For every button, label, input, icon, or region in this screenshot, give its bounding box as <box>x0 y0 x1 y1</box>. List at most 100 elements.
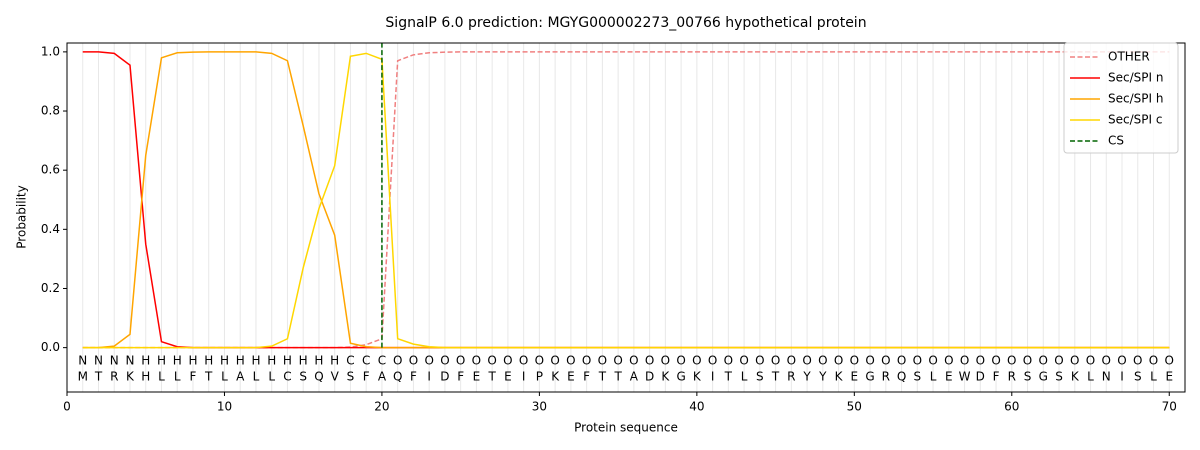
region-label: O <box>771 354 780 368</box>
residue-label: S <box>299 370 307 384</box>
region-label: O <box>1102 354 1111 368</box>
x-tick-label: 0 <box>63 400 71 414</box>
region-label: O <box>881 354 890 368</box>
region-label: H <box>267 354 276 368</box>
region-label: N <box>94 354 103 368</box>
series-line <box>82 52 1170 349</box>
region-label: H <box>220 354 229 368</box>
residue-label: T <box>771 370 780 384</box>
region-label: O <box>834 354 843 368</box>
residue-label: G <box>676 370 685 384</box>
residue-label: E <box>504 370 512 384</box>
y-axis-label: Probability <box>15 185 29 248</box>
residue-label: L <box>741 370 748 384</box>
residue-label: L <box>930 370 937 384</box>
residue-label: Q <box>393 370 402 384</box>
residue-label: C <box>283 370 291 384</box>
region-label: O <box>424 354 433 368</box>
region-label: H <box>314 354 323 368</box>
region-label: O <box>676 354 685 368</box>
y-tick-label: 0.0 <box>41 340 60 354</box>
region-label: O <box>913 354 922 368</box>
residue-label: I <box>1120 370 1124 384</box>
residue-label: L <box>158 370 165 384</box>
region-label: N <box>110 354 119 368</box>
region-label: C <box>378 354 386 368</box>
region-label: O <box>1070 354 1079 368</box>
x-tick-label: 30 <box>532 400 547 414</box>
residue-label: A <box>378 370 387 384</box>
y-tick-label: 0.4 <box>41 222 60 236</box>
residue-label: Q <box>897 370 906 384</box>
residue-label: E <box>945 370 953 384</box>
residue-label: A <box>630 370 639 384</box>
residue-label: I <box>427 370 431 384</box>
residue-label: S <box>347 370 355 384</box>
y-tick-label: 0.2 <box>41 281 60 295</box>
residue-label: L <box>1087 370 1094 384</box>
residue-label: D <box>976 370 985 384</box>
residue-label: T <box>204 370 213 384</box>
residue-label: G <box>865 370 874 384</box>
legend-label: Sec/SPI h <box>1108 92 1163 106</box>
region-label: H <box>173 354 182 368</box>
x-tick-label: 10 <box>217 400 232 414</box>
region-label: O <box>944 354 953 368</box>
region-label: H <box>299 354 308 368</box>
x-axis-label: Protein sequence <box>574 421 678 435</box>
region-label: O <box>456 354 465 368</box>
residue-label: M <box>78 370 88 384</box>
residue-label: L <box>253 370 260 384</box>
region-label: O <box>661 354 670 368</box>
region-label: H <box>283 354 292 368</box>
region-label: O <box>535 354 544 368</box>
x-tick-label: 20 <box>374 400 389 414</box>
series-line <box>82 51 1170 349</box>
region-label: O <box>850 354 859 368</box>
series-line <box>82 51 1170 349</box>
residue-label: S <box>1134 370 1142 384</box>
region-label: O <box>802 354 811 368</box>
residue-label: E <box>567 370 575 384</box>
residue-label: Q <box>314 370 323 384</box>
residue-label: T <box>487 370 496 384</box>
region-label: O <box>960 354 969 368</box>
residue-label: Y <box>802 370 811 384</box>
residue-label: T <box>598 370 607 384</box>
residue-label: F <box>457 370 464 384</box>
region-label: O <box>487 354 496 368</box>
residue-label: G <box>1039 370 1048 384</box>
region-label: H <box>330 354 339 368</box>
y-tick-label: 0.8 <box>41 104 60 118</box>
residue-label: F <box>583 370 590 384</box>
region-label: O <box>629 354 638 368</box>
region-label: O <box>440 354 449 368</box>
residue-label: Y <box>818 370 827 384</box>
region-label: O <box>1133 354 1142 368</box>
residue-label: R <box>787 370 795 384</box>
residue-label: K <box>551 370 560 384</box>
residue-label: K <box>1071 370 1080 384</box>
residue-label: W <box>959 370 971 384</box>
region-label: N <box>78 354 87 368</box>
residue-label: L <box>268 370 275 384</box>
residue-label: E <box>1165 370 1173 384</box>
region-label: O <box>503 354 512 368</box>
residue-label: H <box>141 370 150 384</box>
residue-label: F <box>190 370 197 384</box>
region-label: O <box>865 354 874 368</box>
region-label: O <box>598 354 607 368</box>
residue-label: K <box>126 370 135 384</box>
region-label: H <box>141 354 150 368</box>
residue-label: T <box>94 370 103 384</box>
region-label: O <box>613 354 622 368</box>
residue-label: I <box>711 370 715 384</box>
region-label: O <box>692 354 701 368</box>
residue-label: F <box>410 370 417 384</box>
region-label: H <box>251 354 260 368</box>
legend-label: OTHER <box>1108 50 1150 64</box>
residue-label: R <box>1008 370 1016 384</box>
region-label: O <box>645 354 654 368</box>
legend-label: Sec/SPI c <box>1108 113 1162 127</box>
